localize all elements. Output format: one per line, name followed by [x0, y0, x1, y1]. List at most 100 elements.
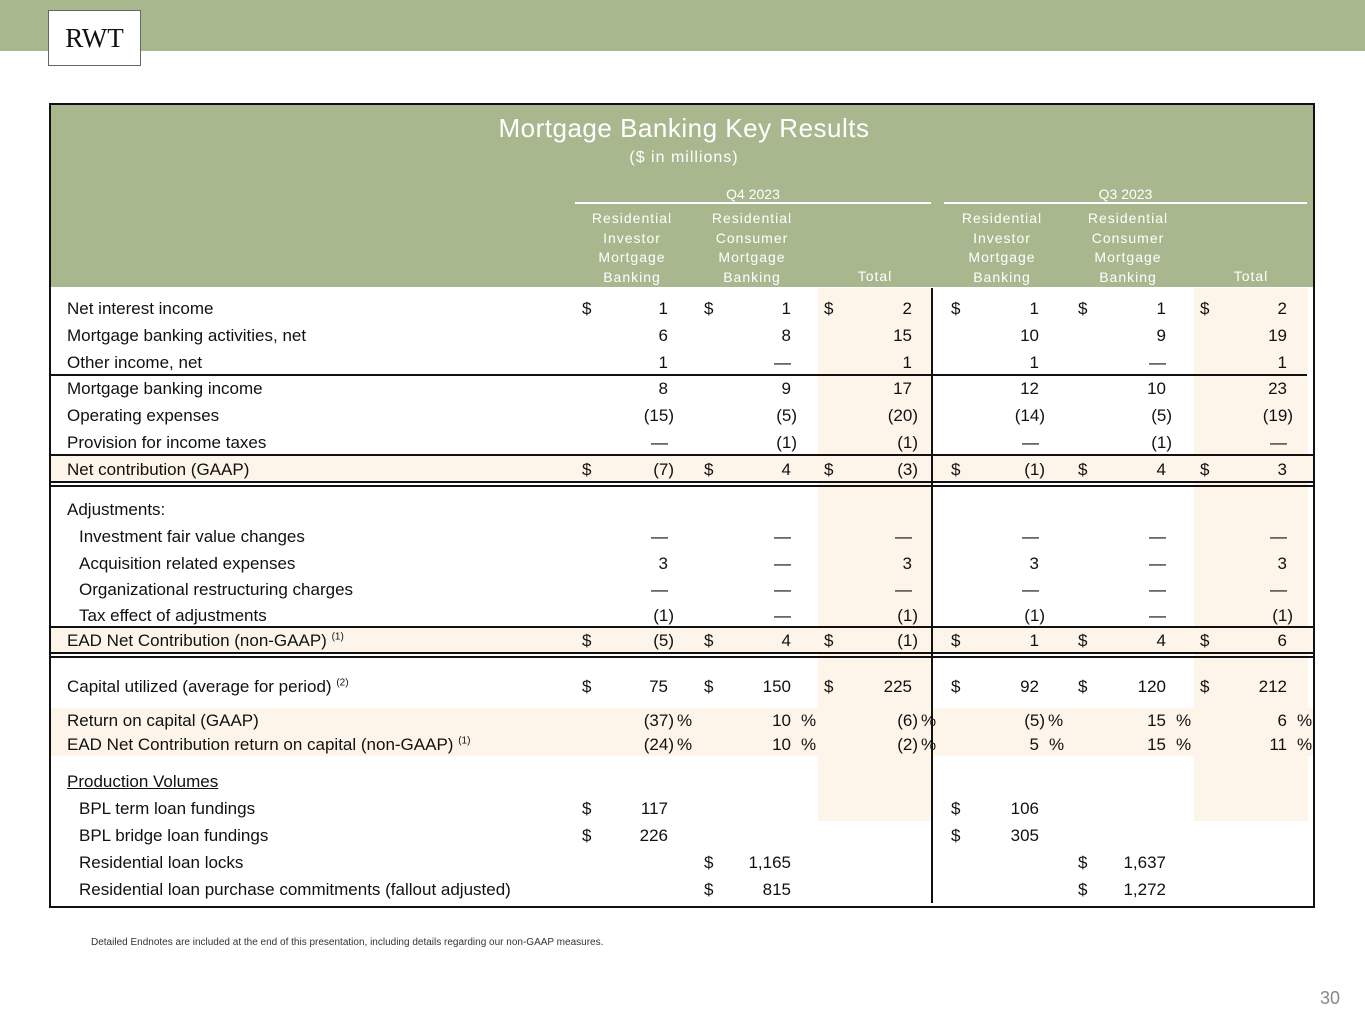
cell-value: 1	[1029, 631, 1039, 650]
row-label: BPL bridge loan fundings	[79, 826, 268, 846]
table-header: Mortgage Banking Key Results ($ in milli…	[51, 105, 1313, 287]
cell-value: 2	[1277, 299, 1287, 318]
cell-value: 2	[902, 299, 912, 318]
net-contribution-shade	[51, 456, 1313, 482]
table-subtitle: ($ in millions)	[629, 149, 739, 166]
cell-value: 1	[1156, 299, 1166, 318]
cell-value: 1,637	[1123, 853, 1166, 872]
cell-value: (5)	[776, 406, 797, 425]
header-bar	[0, 0, 1365, 51]
cell-value: 120	[1137, 677, 1166, 696]
row-label-text: Adjustments:	[67, 500, 166, 519]
percent-sign: %	[1297, 711, 1313, 730]
row-label-text: Mortgage banking activities, net	[67, 326, 307, 345]
period-divider	[931, 288, 933, 903]
row-label-text: Provision for income taxes	[67, 433, 267, 452]
row-label-text: Net interest income	[67, 299, 214, 318]
cell-value: —	[1270, 580, 1287, 599]
footnote-ref: (1)	[458, 735, 471, 747]
rule	[51, 652, 1313, 654]
cell-value: 3	[1277, 554, 1287, 573]
table-row: Return on capital (GAAP) (37)% 10% (6)% (5)%…	[51, 707, 1313, 733]
table-row: Mortgage banking income 8 9 17 12 10 23	[51, 375, 1313, 401]
cell-value: (6)	[897, 711, 918, 730]
cell-value: 3	[658, 554, 668, 573]
row-label-text: Operating expenses	[67, 406, 220, 425]
cell-value: —	[1270, 527, 1287, 546]
currency-sign: $	[824, 460, 834, 479]
table-row: Tax effect of adjustments (1) — (1) (1) — (1)	[51, 602, 1313, 628]
currency-sign: $	[582, 631, 592, 650]
currency-sign: $	[1200, 460, 1210, 479]
row-label: Mortgage banking income	[67, 379, 263, 399]
row-label: Investment fair value changes	[79, 527, 305, 547]
table-row: BPL bridge loan fundings $226 $305	[51, 822, 1313, 848]
currency-sign: $	[704, 880, 714, 899]
cell-value: 4	[781, 631, 791, 650]
table-row: Residential loan locks $1,165 $1,637	[51, 849, 1313, 875]
cell-value: (1)	[1151, 433, 1172, 452]
cell-value: 4	[781, 460, 791, 479]
key-results-table: Mortgage Banking Key Results ($ in milli…	[49, 103, 1315, 908]
row-label-text: Residential loan locks	[79, 853, 244, 872]
rule	[51, 454, 1313, 456]
cell-value: 1	[658, 299, 668, 318]
currency-sign: $	[704, 853, 714, 872]
row-label-text: Organizational restructuring charges	[79, 580, 354, 599]
row-label: Mortgage banking activities, net	[67, 326, 306, 346]
col-header: Residential Investor Mortgage Banking	[591, 210, 673, 285]
cell-value: 10	[1147, 379, 1166, 398]
table-title: Mortgage Banking Key Results	[498, 113, 870, 143]
cell-value: 117	[640, 799, 668, 818]
cell-value: 225	[883, 677, 912, 696]
row-label: Production Volumes	[67, 772, 218, 792]
currency-sign: $	[704, 299, 714, 318]
cell-value: —	[774, 353, 791, 372]
footnote-ref: (1)	[331, 631, 344, 643]
cell-value: 5	[1029, 735, 1039, 754]
table-row: Investment fair value changes — — — — — —	[51, 523, 1313, 549]
row-label: EAD Net Contribution return on capital (…	[67, 735, 470, 755]
cell-value: —	[651, 580, 668, 599]
rule	[51, 656, 1313, 658]
cell-value: (20)	[887, 406, 918, 425]
cell-value: (1)	[1024, 606, 1045, 625]
cell-value: (1)	[776, 433, 797, 452]
cell-value: 19	[1268, 326, 1287, 345]
period-underline	[575, 202, 931, 204]
cell-value: 6	[658, 326, 668, 345]
row-label-text: Mortgage banking income	[67, 379, 263, 398]
cell-value: (3)	[897, 460, 918, 479]
return-shade	[51, 708, 1313, 756]
currency-sign: $	[1200, 299, 1210, 318]
cell-value: 8	[658, 379, 668, 398]
rule	[51, 626, 1313, 628]
cell-value: 1	[1029, 353, 1039, 372]
row-label: Provision for income taxes	[67, 433, 266, 453]
col-header: Residential Consumer Mortgage Banking	[711, 210, 793, 285]
row-label-text: Tax effect of adjustments	[79, 606, 267, 625]
currency-sign: $	[951, 826, 961, 845]
cell-value: 3	[1029, 554, 1039, 573]
cell-value: 305	[1010, 826, 1039, 845]
currency-sign: $	[951, 799, 961, 818]
cell-value: 1	[1277, 353, 1287, 372]
cell-value: (5)	[1151, 406, 1172, 425]
percent-sign: %	[1297, 735, 1313, 754]
currency-sign: $	[704, 677, 714, 696]
currency-sign: $	[1200, 677, 1210, 696]
row-label: Residential loan locks	[79, 853, 243, 873]
table-row: Capital utilized (average for period) (2…	[51, 673, 1313, 699]
row-label-text: Acquisition related expenses	[79, 554, 296, 573]
ead-shade	[51, 628, 1313, 654]
cell-value: 10	[1020, 326, 1039, 345]
rule	[51, 374, 1307, 376]
table-row: Adjustments:	[51, 496, 1313, 522]
cell-value: —	[1149, 527, 1166, 546]
row-label: Residential loan purchase commitments (f…	[79, 880, 511, 900]
cell-value: 6	[1277, 711, 1287, 730]
cell-value: 226	[639, 826, 668, 845]
row-label: BPL term loan fundings	[79, 799, 255, 819]
cell-value: —	[774, 580, 791, 599]
percent-sign: %	[1176, 711, 1192, 730]
